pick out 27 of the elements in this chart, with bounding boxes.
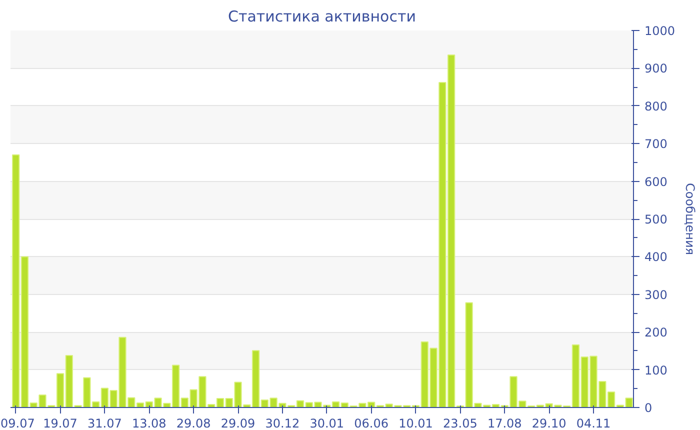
x-tick-label: 09.07 (0, 416, 35, 430)
x-tick-label: 30.01 (310, 416, 344, 430)
chart-title: Статистика активности (228, 8, 416, 26)
x-tick-label: 29.09 (220, 416, 256, 430)
y-tick-label: 200 (644, 326, 668, 340)
y-tick-label: 900 (644, 62, 668, 76)
x-tick-label: 17.08 (487, 416, 522, 430)
x-tick-label: 30.12 (265, 416, 300, 430)
y-tick-label: 400 (644, 250, 668, 264)
x-tick-label: 31.07 (88, 416, 122, 430)
y-tick-label: 600 (644, 174, 668, 189)
x-tick-label: 04.11 (576, 416, 611, 430)
x-tick-label: 10.01 (398, 416, 433, 430)
y-tick-label: 1000 (644, 24, 676, 38)
x-tick-label: 29.08 (176, 416, 211, 430)
x-tick-label: 19.07 (43, 416, 78, 430)
y-axis-title: Сообщения (683, 182, 698, 256)
y-tick-label: 700 (644, 137, 668, 152)
y-tick-label: 800 (644, 99, 668, 114)
x-tick-label: 23.05 (443, 416, 478, 430)
x-tick-label: 06.06 (354, 416, 389, 430)
y-tick-label: 500 (644, 212, 668, 226)
y-tick-label: 100 (644, 363, 668, 378)
y-tick-label: 300 (644, 288, 668, 302)
y-tick-label: 0 (644, 401, 652, 415)
x-tick-label: 29.10 (532, 416, 566, 430)
x-tick-label: 13.08 (132, 416, 166, 430)
